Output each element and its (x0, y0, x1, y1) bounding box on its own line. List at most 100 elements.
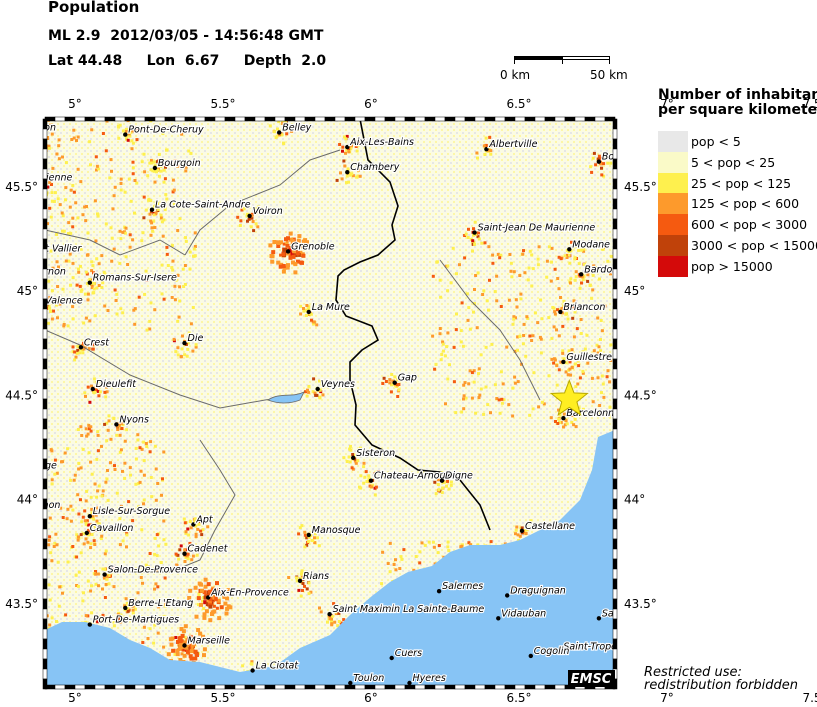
city-dot (191, 522, 196, 527)
city-marker: Veynes (315, 378, 356, 392)
city-marker: Salon-De-Provence (102, 563, 199, 577)
city-label: Modane (572, 239, 610, 250)
city-marker: Bussoleno (709, 252, 763, 264)
city-label: Port-De-Martigues (93, 615, 179, 626)
city-dot (182, 643, 187, 648)
city-label: Aix-Les-Bains (349, 137, 414, 148)
city-label: Valence (45, 296, 82, 307)
city-marker: Tournon (23, 265, 67, 278)
city-marker: Sisteron (351, 447, 396, 460)
city-dot (407, 680, 412, 686)
city-label: Saint Vallier (25, 244, 83, 255)
city-marker: Albertville (484, 138, 539, 152)
city-label: La Cote-Saint-Andre (155, 200, 251, 211)
city-marker: Dieulefit (90, 378, 138, 392)
city-dot (561, 416, 566, 421)
city-marker: Cadenet (182, 543, 230, 556)
city-marker: Port-De-Martigues (87, 613, 180, 627)
lon-tick-label-bottom: 7.5° (802, 691, 817, 705)
city-dot (760, 135, 764, 139)
country-border (335, 119, 491, 531)
city-label: Veynes (321, 379, 355, 390)
legend-label: 600 < pop < 3000 (691, 217, 808, 233)
city-dot (709, 260, 713, 264)
city-dot (285, 249, 291, 254)
city-label: Lisle-Sur-Sorgue (93, 506, 170, 517)
city-dot (436, 589, 442, 594)
city-dot (28, 130, 32, 134)
city-dot (87, 514, 93, 519)
legend-swatch (658, 214, 688, 235)
city-label: Cuers (395, 648, 422, 659)
city-label: Grenoble (291, 241, 335, 252)
legend-label: pop > 15000 (691, 258, 773, 274)
city-label: Antibes (705, 577, 742, 588)
city-dot (780, 272, 784, 276)
city-dot (277, 130, 282, 135)
city-label: Crest (84, 337, 110, 348)
city-marker: Menton (813, 535, 817, 547)
lat-tick-label-left: 45.5° (5, 180, 38, 194)
city-label: Chateau-Arnoux (374, 471, 452, 482)
lat-tick-label-right: 45.5° (624, 180, 657, 194)
lake-serre-poncon (267, 391, 305, 404)
city-marker: Aosta (760, 127, 792, 139)
city-dot (23, 274, 27, 278)
city-marker: La Mure (306, 301, 351, 315)
city-marker: Die (182, 332, 205, 346)
city-label: Lyon (34, 123, 56, 134)
city-marker: Modane (567, 238, 611, 252)
city-label: Saint-Tropez (563, 642, 623, 653)
city-marker: Antibes (700, 577, 741, 589)
city-marker: Guillestre (561, 351, 613, 365)
city-label: Salon-De-Provence (108, 565, 198, 576)
city-dot (813, 543, 817, 547)
legend-label: 125 < pop < 600 (691, 196, 800, 212)
usage-notice-line2: redistribution forbidden (644, 678, 799, 693)
city-dot (297, 578, 303, 583)
city-label: Cavaillon (90, 523, 134, 534)
legend-swatch (658, 193, 688, 215)
city-marker: Lyon (28, 121, 57, 134)
city-label: Saint-Raphael (602, 608, 669, 619)
lon-tick-label-bottom: 5° (68, 691, 82, 705)
legend-label: 25 < pop < 125 (691, 175, 792, 191)
city-label: Monaco (794, 546, 817, 557)
scale-label-end: 50 km (590, 68, 628, 82)
city-dot (345, 144, 350, 150)
city-marker: Avigliana (780, 264, 817, 276)
city-label: Romans-Sur-Isere (93, 273, 177, 284)
city-marker: Apt (191, 513, 215, 527)
city-label: Digne (445, 471, 473, 482)
axis-labels: 5°5°5.5°5.5°6°6°6.5°6.5°7°7°7.5°7.5°8°8°… (5, 97, 817, 705)
city-marker: Aix-Les-Bains (345, 136, 415, 150)
city-marker: Orange (22, 459, 58, 472)
city-marker: Castellane (519, 520, 576, 533)
city-label: Orange (22, 460, 57, 471)
city-label: Briancon (563, 302, 605, 313)
city-label: Bussoleno (714, 252, 763, 263)
city-marker: Saint-Jean De Maurienne (472, 222, 597, 235)
city-marker: Lisle-Sur-Sorgue (87, 505, 171, 519)
emsc-badge: EMSC (568, 670, 615, 687)
city-marker: Avignon (45, 499, 62, 512)
city-label: Aosta (764, 127, 792, 138)
city-marker: Cogolin (528, 645, 570, 659)
city-marker: Crest (78, 336, 111, 350)
city-dot (596, 616, 602, 621)
city-dot (439, 478, 445, 483)
city-label: Saint Maximin La Sainte-Baume (333, 604, 485, 615)
lat-tick-label-right: 45° (624, 284, 645, 298)
city-dot (206, 595, 211, 600)
city-label: Vidauban (501, 608, 546, 619)
city-dot (528, 653, 533, 659)
city-marker: Nyons (114, 413, 150, 427)
city-dot (472, 230, 477, 235)
legend-label: 5 < pop < 25 (691, 154, 776, 170)
lon-tick-label-top: 5° (68, 97, 82, 111)
city-label: Grasse (646, 560, 679, 571)
city-label: Cannes (673, 583, 708, 594)
city-dot (389, 655, 394, 661)
city-label: La Mure (312, 302, 350, 313)
city-dot (789, 554, 793, 558)
